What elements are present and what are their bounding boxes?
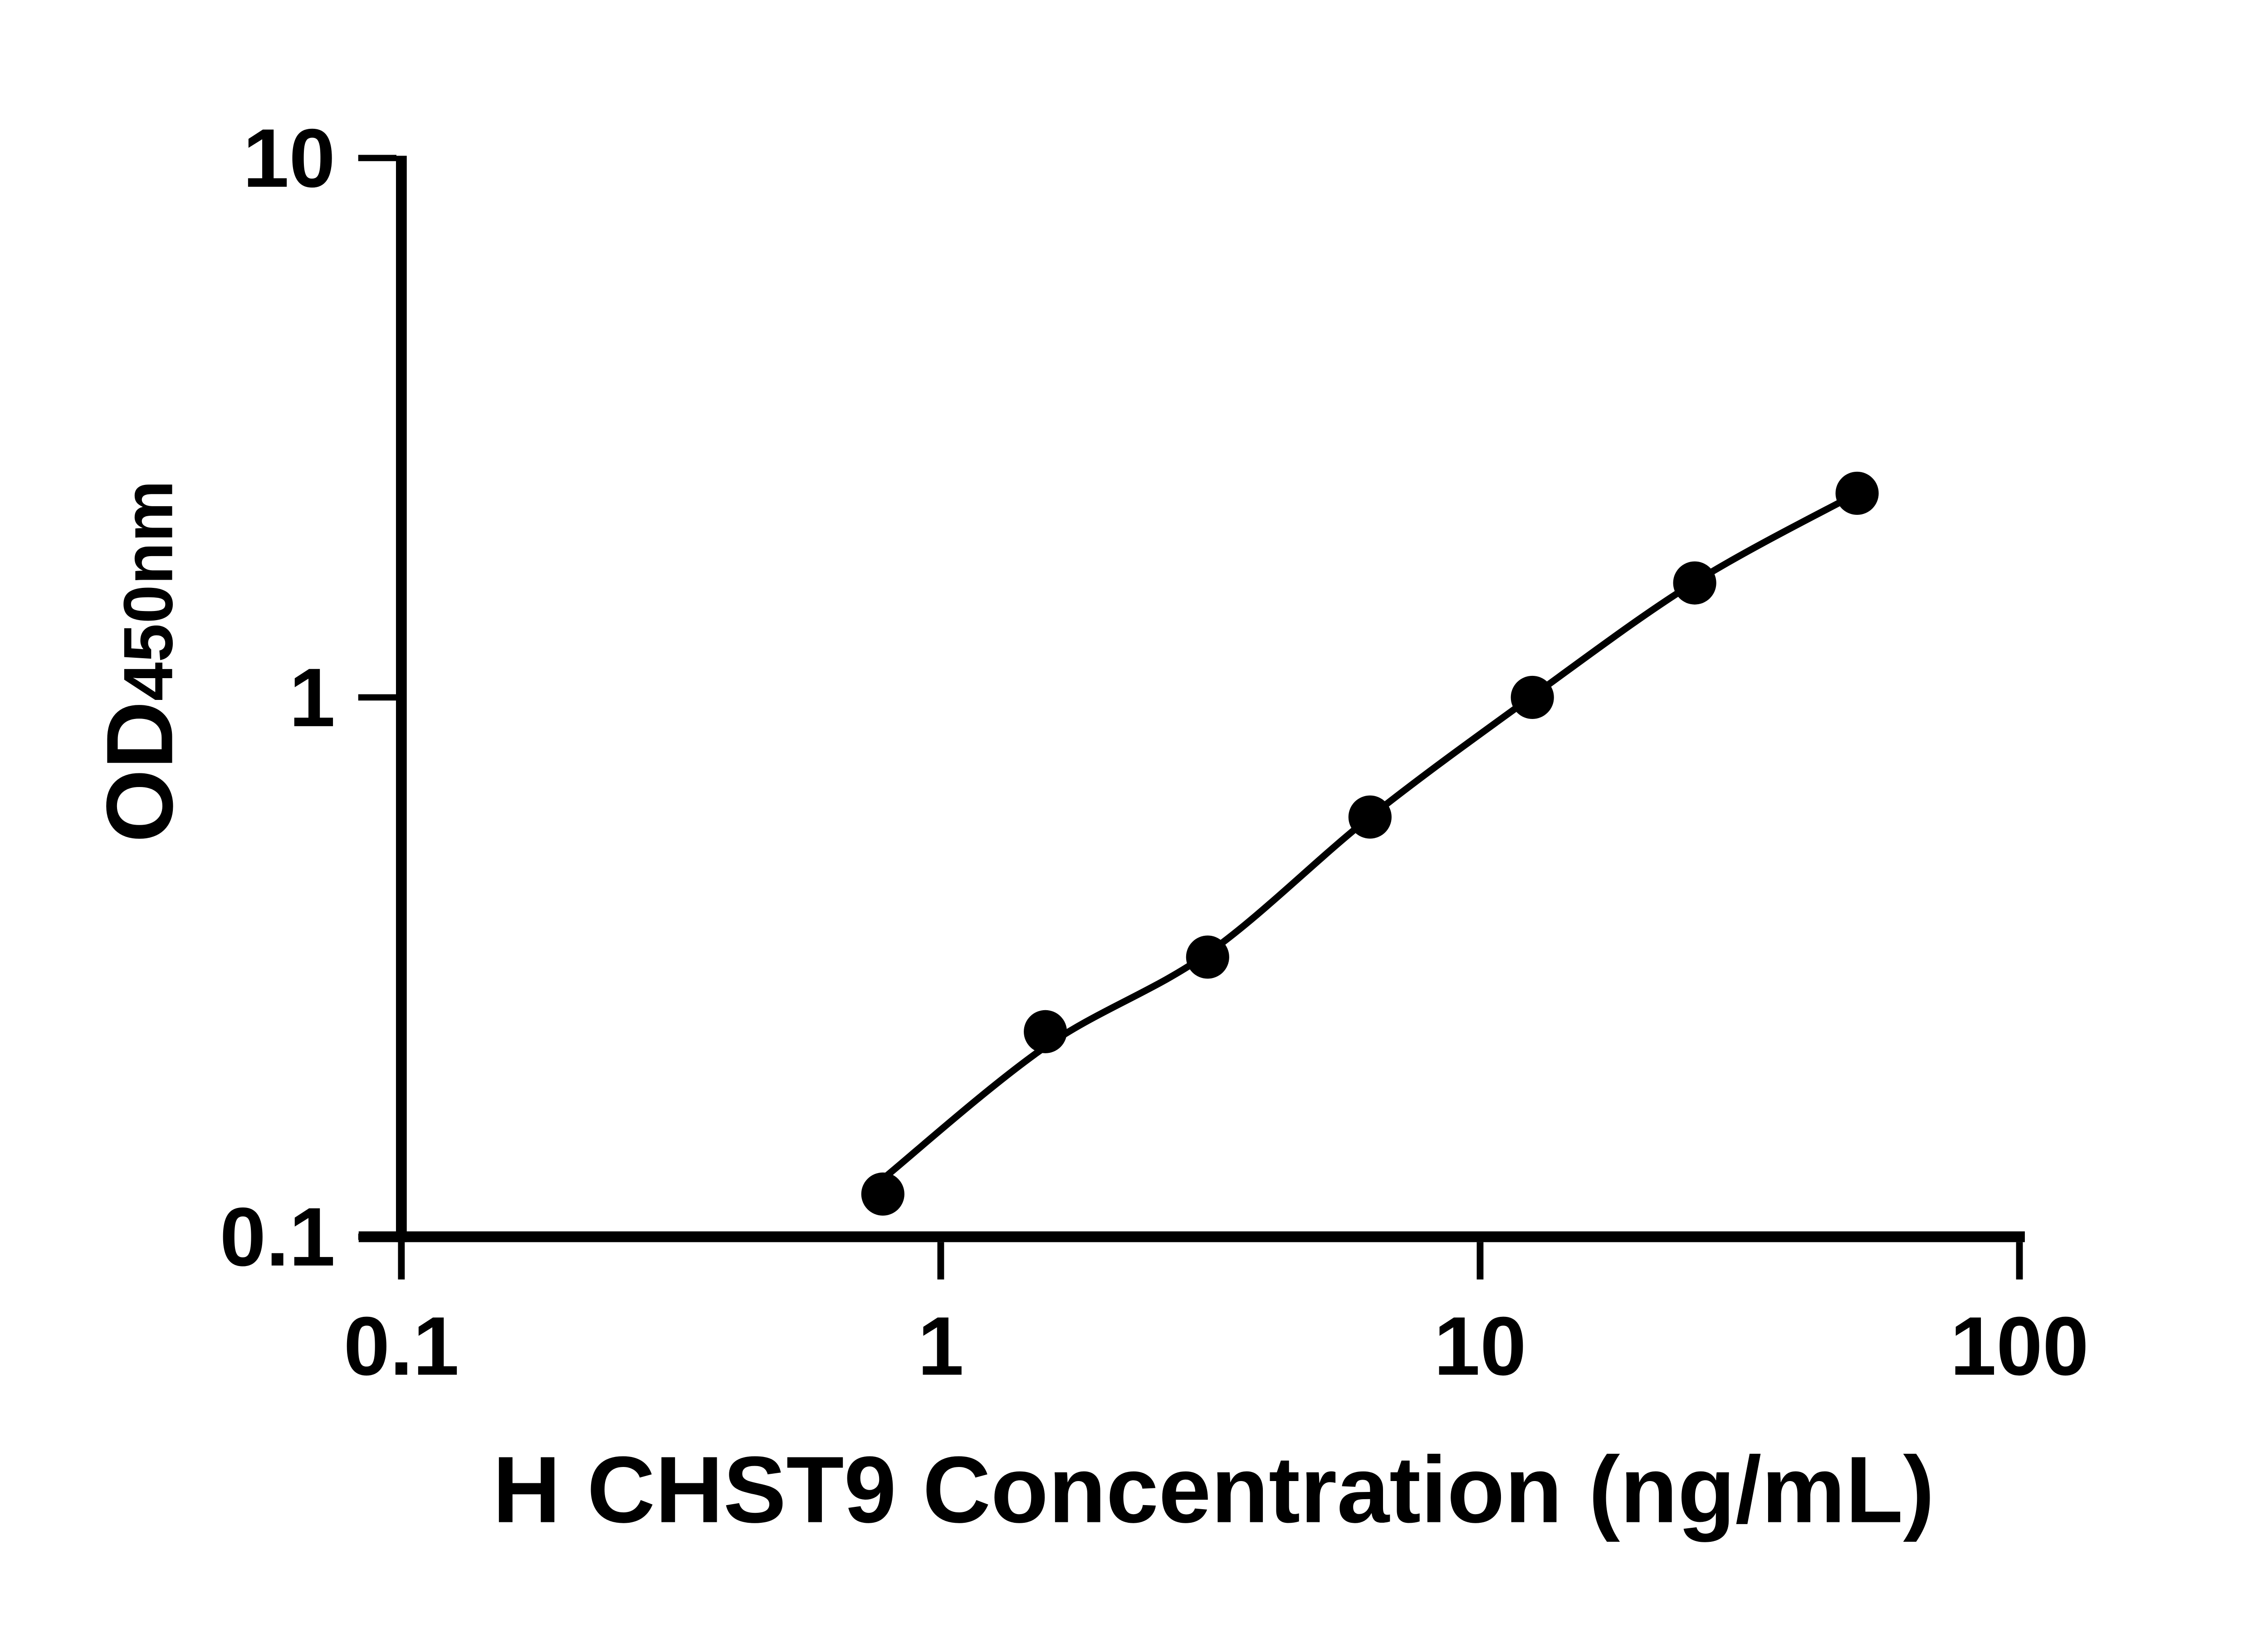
y-tick-label: 0.1: [220, 1190, 335, 1283]
data-point: [1673, 561, 1716, 605]
x-tick-label: 1: [918, 1300, 964, 1393]
data-point: [1024, 1010, 1067, 1053]
y-axis-title: OD450nm: [88, 480, 193, 843]
y-tick-label: 10: [243, 112, 335, 205]
y-axis-title-main: OD: [88, 701, 193, 842]
y-tick-label: 1: [289, 651, 335, 744]
x-axis-title: H CHST9 Concentration (ng/mL): [493, 1437, 1935, 1543]
data-point: [1186, 935, 1229, 979]
data-point: [861, 1172, 904, 1216]
plot-axes: 10 1 0.10.1 1 10 100: [220, 112, 2089, 1393]
y-axis-line: [396, 156, 407, 1242]
data-point: [1835, 471, 1879, 515]
x-axis-line: [358, 1231, 2025, 1242]
data-points-group: [861, 471, 1879, 1216]
data-point: [1510, 675, 1554, 719]
x-tick-label: 10: [1434, 1300, 1526, 1393]
data-point: [1348, 795, 1392, 839]
x-tick-label: 0.1: [343, 1300, 459, 1393]
y-axis-title-sub: 450nm: [109, 480, 187, 701]
x-tick-label: 100: [1950, 1300, 2089, 1393]
